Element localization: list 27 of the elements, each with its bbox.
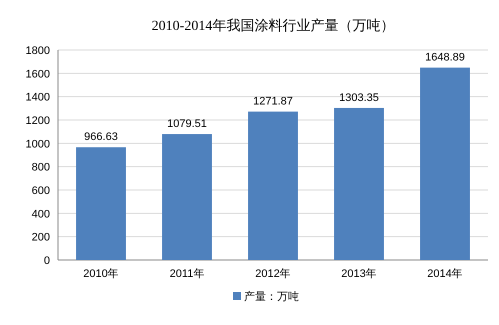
bar xyxy=(334,108,384,260)
bar xyxy=(162,134,212,260)
bar xyxy=(76,147,126,260)
y-tick-label: 200 xyxy=(32,232,50,244)
y-tick-label: 1200 xyxy=(26,115,50,127)
y-tick-label: 1800 xyxy=(26,45,50,57)
x-tick-label: 2014年 xyxy=(427,268,463,280)
y-tick-label: 0 xyxy=(44,255,50,267)
x-tick-label: 2010年 xyxy=(83,268,119,280)
y-tick-label: 600 xyxy=(32,185,50,197)
x-tick-label: 2013年 xyxy=(341,268,377,280)
data-label: 966.63 xyxy=(84,131,118,144)
data-label: 1303.35 xyxy=(339,92,379,104)
bar xyxy=(420,68,470,260)
y-tick-label: 1400 xyxy=(26,92,50,104)
y-tick-label: 1600 xyxy=(26,68,50,80)
data-label: 1648.89 xyxy=(425,52,465,64)
y-tick-label: 1000 xyxy=(26,138,50,150)
x-tick-label: 2012年 xyxy=(255,268,291,280)
chart-title: 2010-2014年我国涂料行业产量（万吨） xyxy=(152,18,394,34)
x-tick-label: 2011年 xyxy=(170,268,204,280)
data-label: 1271.87 xyxy=(253,96,293,108)
data-label: 1079.51 xyxy=(167,118,207,130)
y-tick-label: 400 xyxy=(32,208,50,220)
bar xyxy=(248,112,298,260)
y-tick-label: 800 xyxy=(32,162,50,174)
legend-label: 产量：万吨 xyxy=(244,290,299,303)
